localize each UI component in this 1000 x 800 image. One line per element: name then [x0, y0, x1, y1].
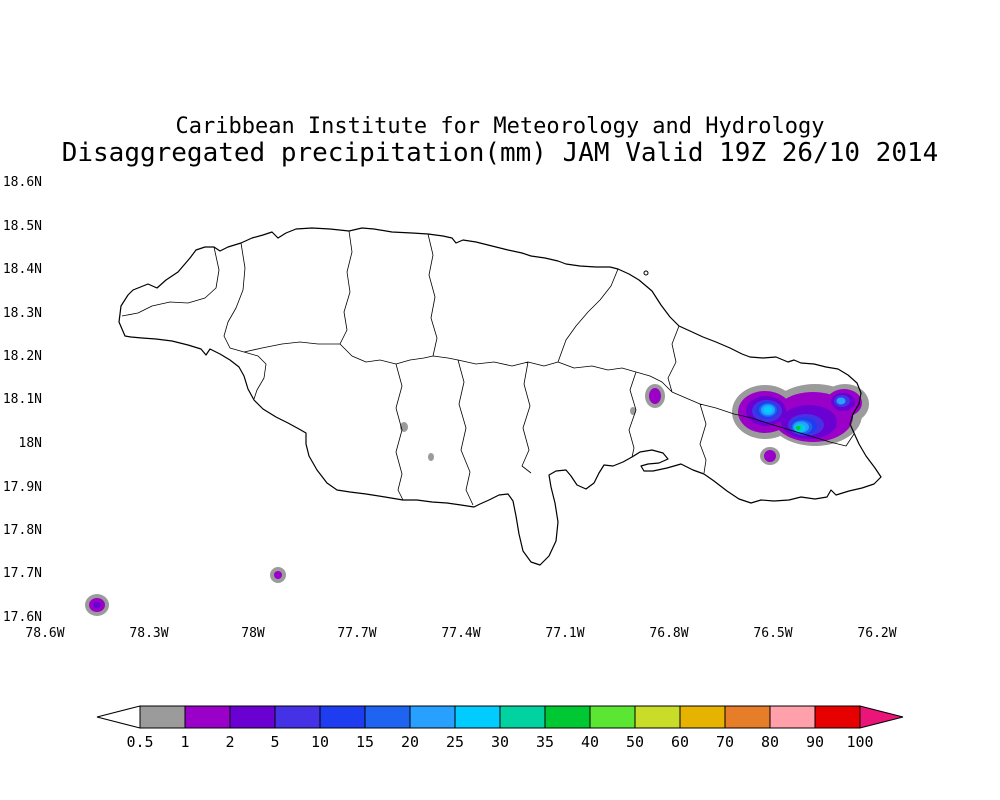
colorbar-segment — [769, 705, 816, 729]
lon-tick-label: 77.1W — [545, 626, 585, 641]
colorbar-underflow-arrow — [96, 705, 141, 729]
lat-tick-label: 18N — [18, 436, 42, 451]
lat-tick-label: 17.6N — [2, 610, 42, 625]
colorbar-segment — [724, 705, 771, 729]
colorbar-overflow-arrow — [859, 705, 904, 729]
precip-blob — [763, 406, 773, 414]
legend-tick-label: 5 — [270, 733, 280, 751]
legend-tick-label: 70 — [715, 733, 735, 751]
jamaica-coastline — [118, 227, 882, 566]
colorbar-segment — [274, 705, 321, 729]
lat-tick-label: 17.8N — [2, 523, 42, 538]
lat-tick-label: 18.5N — [2, 219, 42, 234]
chart-subtitle: Disaggregated precipitation(mm) JAM Vali… — [61, 138, 939, 168]
lat-tick-label: 18.1N — [2, 392, 42, 407]
colorbar-segment — [499, 705, 546, 729]
colorbar-segment — [454, 705, 501, 729]
colorbar — [96, 705, 904, 729]
colorbar-segment — [679, 705, 726, 729]
parish-boundaries — [121, 230, 855, 506]
colorbar-segment — [184, 705, 231, 729]
precip-level-1 — [89, 388, 862, 612]
precip-blob — [649, 388, 661, 404]
lat-tick-label: 18.3N — [2, 306, 42, 321]
lon-tick-label: 78.3W — [129, 626, 169, 641]
lon-tick-label: 77.7W — [337, 626, 377, 641]
chart-title: Caribbean Institute for Meteorology and … — [175, 114, 825, 139]
lon-tick-label: 76.8W — [649, 626, 689, 641]
legend-tick-label: 20 — [400, 733, 420, 751]
lon-tick-label: 77.4W — [441, 626, 481, 641]
precip-blob — [836, 397, 846, 405]
colorbar-segment — [139, 705, 186, 729]
legend-tick-label: 0.5 — [126, 733, 154, 751]
colorbar-segment — [409, 705, 456, 729]
lat-tick-label: 18.2N — [2, 349, 42, 364]
colorbar-segment — [229, 705, 276, 729]
colorbar-segment — [364, 705, 411, 729]
colorbar-segment — [319, 705, 366, 729]
precip-blob — [630, 407, 636, 415]
precip-blob — [764, 450, 776, 462]
colorbar-segment — [589, 705, 636, 729]
lat-tick-label: 17.7N — [2, 566, 42, 581]
legend-tick-label: 35 — [535, 733, 555, 751]
colorbar-segment — [634, 705, 681, 729]
precip-blob — [795, 426, 801, 430]
lon-tick-label: 78.6W — [25, 626, 65, 641]
legend-tick-label: 60 — [670, 733, 690, 751]
legend-tick-label: 30 — [490, 733, 510, 751]
precip-blob — [428, 453, 434, 461]
precip-level-35 — [795, 426, 801, 430]
legend-tick-label: 100 — [846, 733, 874, 751]
lon-tick-label: 78W — [241, 626, 265, 641]
lon-tick-label: 76.5W — [753, 626, 793, 641]
precip-blob — [274, 571, 282, 579]
legend-tick-label: 25 — [445, 733, 465, 751]
legend-tick-label: 50 — [625, 733, 645, 751]
legend-tick-label: 10 — [310, 733, 330, 751]
legend-tick-label: 90 — [805, 733, 825, 751]
legend-tick-label: 2 — [225, 733, 235, 751]
lon-tick-label: 76.2W — [857, 626, 897, 641]
precip-blob — [93, 601, 101, 609]
lat-tick-label: 18.6N — [2, 175, 42, 190]
legend-tick-label: 80 — [760, 733, 780, 751]
lat-tick-label: 17.9N — [2, 480, 42, 495]
lat-tick-label: 18.4N — [2, 262, 42, 277]
legend-tick-label: 15 — [355, 733, 375, 751]
colorbar-segment — [544, 705, 591, 729]
legend-tick-label: 1 — [180, 733, 190, 751]
islet-marker — [643, 270, 649, 276]
colorbar-segment — [814, 705, 861, 729]
legend-tick-label: 40 — [580, 733, 600, 751]
